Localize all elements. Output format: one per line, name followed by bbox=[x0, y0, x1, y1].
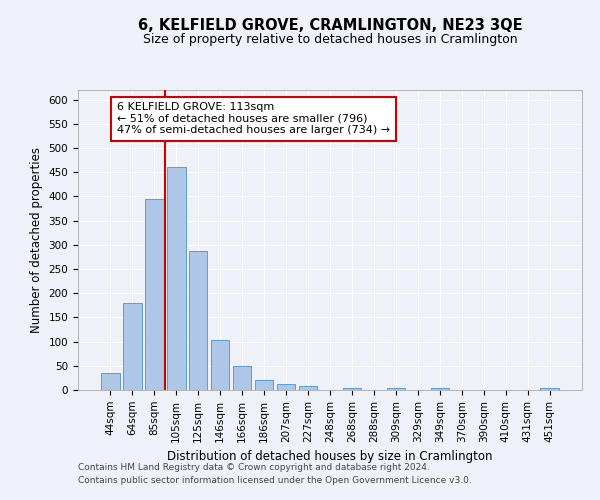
Bar bbox=[211, 340, 229, 390]
Bar bbox=[255, 380, 274, 390]
Text: Contains public sector information licensed under the Open Government Licence v3: Contains public sector information licen… bbox=[78, 476, 472, 485]
Y-axis label: Number of detached properties: Number of detached properties bbox=[30, 147, 43, 333]
Bar bbox=[123, 303, 142, 390]
Text: Size of property relative to detached houses in Cramlington: Size of property relative to detached ho… bbox=[143, 32, 517, 46]
Bar bbox=[101, 373, 119, 390]
Bar bbox=[233, 366, 251, 390]
Bar bbox=[145, 199, 164, 390]
Text: Contains HM Land Registry data © Crown copyright and database right 2024.: Contains HM Land Registry data © Crown c… bbox=[78, 464, 430, 472]
Bar bbox=[343, 388, 361, 390]
Bar bbox=[431, 388, 449, 390]
X-axis label: Distribution of detached houses by size in Cramlington: Distribution of detached houses by size … bbox=[167, 450, 493, 463]
Bar bbox=[299, 386, 317, 390]
Bar bbox=[277, 384, 295, 390]
Bar bbox=[541, 388, 559, 390]
Bar bbox=[189, 251, 208, 390]
Text: 6, KELFIELD GROVE, CRAMLINGTON, NE23 3QE: 6, KELFIELD GROVE, CRAMLINGTON, NE23 3QE bbox=[137, 18, 523, 32]
Bar bbox=[167, 168, 185, 390]
Text: 6 KELFIELD GROVE: 113sqm
← 51% of detached houses are smaller (796)
47% of semi-: 6 KELFIELD GROVE: 113sqm ← 51% of detach… bbox=[117, 102, 390, 136]
Bar bbox=[386, 388, 405, 390]
